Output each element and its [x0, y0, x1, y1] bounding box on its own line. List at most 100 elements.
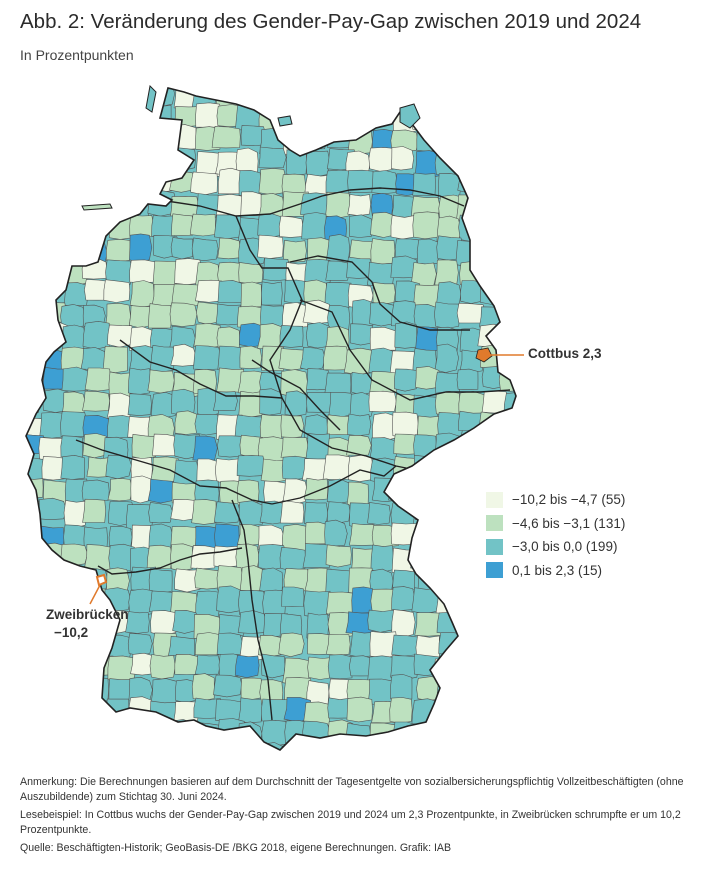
district-cell: [26, 305, 45, 332]
district-cell: [234, 654, 260, 679]
district-cell: [482, 88, 508, 109]
district-cell: [81, 257, 108, 280]
note-quelle: Quelle: Beschäftigten-Historik; GeoBasis…: [20, 842, 452, 854]
district-cell: [392, 411, 419, 437]
district-cell: [391, 609, 416, 638]
district-cell: [237, 523, 260, 546]
district-cell: [413, 434, 437, 459]
district-cell: [347, 413, 372, 437]
district-cell: [410, 480, 437, 506]
district-cell: [414, 499, 442, 522]
district-cell: [502, 151, 516, 178]
district-cell: [26, 612, 43, 640]
district-cell: [213, 391, 238, 411]
district-cell: [41, 278, 68, 304]
district-cell: [26, 564, 41, 587]
district-cell: [59, 543, 88, 567]
district-cell: [416, 127, 440, 152]
district-cell: [88, 88, 111, 108]
district-cell: [81, 479, 110, 503]
district-cell: [434, 343, 459, 373]
district-cell: [390, 522, 419, 546]
district-cell: [193, 745, 219, 750]
district-cell: [415, 723, 445, 748]
district-cell: [84, 633, 109, 659]
district-cell: [502, 412, 516, 439]
district-cell: [478, 454, 505, 481]
district-cell: [503, 88, 516, 103]
district-cell: [306, 88, 333, 107]
district-cell: [191, 673, 215, 701]
district-cell: [280, 436, 309, 459]
district-cell: [104, 720, 132, 749]
district-cell: [168, 719, 194, 744]
district-cell: [60, 435, 84, 458]
district-cell: [505, 123, 516, 150]
district-cell: [147, 150, 176, 173]
district-cell: [147, 478, 175, 504]
district-cell: [26, 258, 47, 288]
district-cell: [257, 234, 284, 259]
district-cell: [215, 699, 242, 722]
district-cell: [256, 88, 284, 103]
district-cell: [347, 194, 371, 217]
district-cell: [238, 697, 263, 724]
district-cell: [501, 240, 516, 263]
district-cell: [193, 323, 222, 349]
district-cell: [282, 88, 309, 103]
district-cell: [369, 326, 397, 351]
district-cell: [482, 613, 511, 637]
district-cell: [390, 146, 415, 171]
germany-outline: [25, 87, 517, 751]
district-cell: [349, 392, 375, 420]
district-cell: [38, 238, 65, 263]
district-cell: [26, 632, 44, 660]
note-lesebeispiel: Lesebeispiel: In Cottbus wuchs der Gende…: [20, 809, 681, 836]
district-cell: [480, 171, 506, 198]
district-cell: [59, 214, 88, 242]
district-cell: [501, 635, 516, 662]
district-cell: [458, 434, 482, 461]
district-cell: [214, 523, 240, 550]
district-cell: [502, 191, 516, 221]
island-fehmarn: [277, 115, 293, 127]
district-cell: [214, 458, 240, 485]
district-cell: [367, 502, 391, 525]
district-cell: [525, 152, 547, 176]
district-cell: [523, 367, 549, 390]
district-cell: [523, 722, 548, 749]
district-cell: [26, 744, 46, 750]
district-cell: [148, 502, 174, 524]
district-cell: [325, 191, 352, 219]
district-cell: [257, 634, 284, 658]
legend-swatch: [486, 538, 503, 555]
district-cell: [498, 326, 516, 353]
district-cell: [193, 345, 222, 371]
district-cell: [125, 611, 150, 634]
district-cell: [437, 476, 464, 503]
district-cell: [284, 390, 308, 417]
zweibruecken-leader-line: [89, 584, 101, 605]
district-cell: [240, 281, 262, 308]
district-cell: [106, 129, 136, 157]
district-cell: [347, 88, 375, 111]
district-cell: [412, 454, 441, 482]
district-cell: [59, 151, 88, 179]
district-cell: [325, 169, 351, 195]
district-cell: [498, 741, 516, 750]
district-cell: [413, 303, 439, 329]
district-cell: [83, 152, 106, 177]
district-cell: [460, 568, 489, 595]
district-cell: [105, 238, 131, 263]
district-cell: [147, 369, 175, 394]
district-cell: [26, 656, 46, 683]
district-cell: [217, 718, 245, 743]
district-cell: [102, 345, 128, 374]
district-cell: [351, 299, 375, 327]
district-cell: [482, 699, 507, 723]
district-cell: [527, 82, 554, 110]
district-cell: [349, 745, 375, 750]
district-cell: [191, 237, 219, 262]
district-cell: [304, 106, 328, 130]
district-cell: [433, 657, 461, 685]
